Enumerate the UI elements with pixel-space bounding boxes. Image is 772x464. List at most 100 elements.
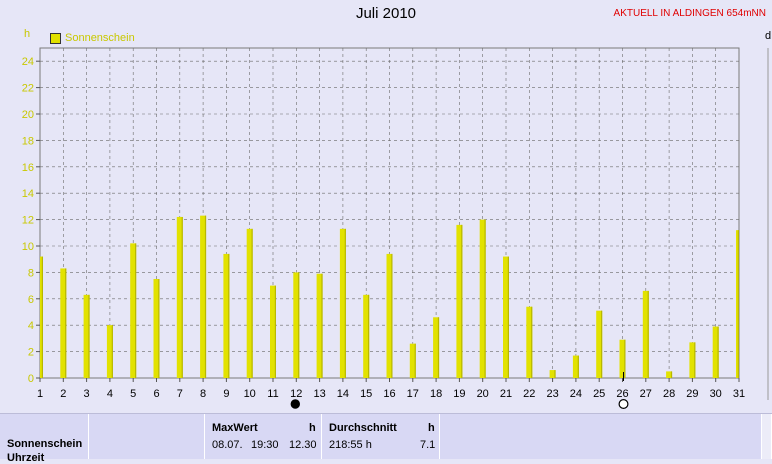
x-tick-label: 26 <box>616 388 628 400</box>
y-tick-label: 12 <box>22 215 34 227</box>
stats-average-cell: Durchschnitt h 218:55 h 7.1 <box>322 414 440 459</box>
x-tick-label: 12 <box>290 388 302 400</box>
stats-max-cell: MaxWert h 08.07. 19:30 12.30 <box>205 414 322 459</box>
x-axis: 1 2 3 4 5 6 7 8 9 10 11 12 13 14 15 16 17 18 19 20 21 22 23 24 2… <box>37 378 745 400</box>
bar <box>200 215 207 378</box>
x-tick-label: 7 <box>177 388 183 400</box>
bar <box>642 290 649 378</box>
x-tick-label: 31 <box>733 388 745 400</box>
station-label: AKTUELL IN ALDINGEN 654mNN <box>613 8 766 19</box>
bar-shade <box>111 325 113 378</box>
x-tick-label: 2 <box>60 388 66 400</box>
bar <box>712 326 719 378</box>
statistics-table: Sonnenschein Uhrzeit MaxWert h 08.07. 19… <box>0 413 772 464</box>
bar-series <box>40 215 739 378</box>
bar-shade <box>368 294 370 378</box>
y-tick-label: 4 <box>28 320 34 332</box>
x-tick-label: 15 <box>360 388 372 400</box>
bar-shade <box>507 256 509 378</box>
bar <box>689 342 696 378</box>
stats-empty-cell <box>440 414 762 459</box>
bar-shade <box>601 310 603 378</box>
average-header: Durchschnitt <box>329 422 397 434</box>
legend-swatch <box>50 32 61 44</box>
x-tick-label: 21 <box>500 388 512 400</box>
bar <box>479 219 486 378</box>
bar-shade <box>694 342 696 378</box>
bar-shade <box>484 219 486 378</box>
bar <box>736 230 739 378</box>
max-value: 12.30 <box>289 439 317 451</box>
bar <box>270 285 276 378</box>
full-moon-icon <box>290 399 300 409</box>
bar-shade <box>461 224 463 378</box>
x-tick-label: 17 <box>407 388 419 400</box>
bar <box>293 272 300 378</box>
x-tick-label: 19 <box>453 388 465 400</box>
bar <box>106 325 113 378</box>
stats-empty-cell <box>89 414 205 459</box>
x-tick-label: 23 <box>546 388 558 400</box>
x-tick-label: 5 <box>130 388 136 400</box>
y-tick-label: 24 <box>22 56 34 68</box>
bar-shade <box>228 253 230 378</box>
max-time: 19:30 <box>251 439 279 451</box>
bar-shade <box>298 272 300 378</box>
bar <box>339 228 346 378</box>
x-tick-label: 22 <box>523 388 535 400</box>
y-tick-label: 16 <box>22 162 34 174</box>
average-value: 7.1 <box>420 439 436 451</box>
x-tick-label: 20 <box>477 388 489 400</box>
stats-scroll-area <box>762 414 772 459</box>
bar-shade <box>344 228 346 378</box>
bar <box>246 228 253 378</box>
y-tick-label: 14 <box>22 188 34 200</box>
bar-shade <box>531 306 533 378</box>
bar <box>363 294 370 378</box>
bar <box>40 256 43 378</box>
legend-label: Sonnenschein <box>65 32 135 44</box>
bar <box>153 279 160 378</box>
bar-shade <box>204 215 207 378</box>
bar-shade <box>414 343 416 378</box>
bar-shade <box>554 370 556 378</box>
bar <box>572 355 579 378</box>
x-tick-label: 24 <box>570 388 582 400</box>
x-tick-label: 30 <box>710 388 722 400</box>
y-tick-label: 22 <box>22 83 34 95</box>
new-moon-icon <box>618 399 629 410</box>
y-tick-label: 6 <box>28 294 34 306</box>
average-unit: h <box>428 422 435 434</box>
x-tick-label: 11 <box>267 388 278 400</box>
bar <box>456 224 463 378</box>
bar-shade <box>251 228 253 378</box>
bar-shade <box>321 273 323 378</box>
moon-phase-markers <box>290 372 629 410</box>
stats-row-sublabel: Uhrzeit <box>7 452 45 464</box>
x-tick-label: 14 <box>337 388 349 400</box>
bar <box>316 273 323 378</box>
y-tick-label: 18 <box>22 135 34 147</box>
bar-shade <box>437 317 440 378</box>
bar-shade <box>181 216 183 378</box>
bar <box>619 339 626 378</box>
bar-shade <box>41 256 43 378</box>
bar <box>83 294 90 378</box>
bar <box>386 253 393 378</box>
bar <box>503 256 509 378</box>
x-tick-label: 16 <box>383 388 395 400</box>
bar <box>526 306 533 378</box>
bar-shade <box>624 339 626 378</box>
bar <box>176 216 183 378</box>
stats-row-label-cell: Sonnenschein Uhrzeit <box>0 414 89 464</box>
stats-row-label: Sonnenschein <box>7 438 83 450</box>
x-tick-label: 6 <box>153 388 159 400</box>
secondary-axis-unit: d <box>765 30 772 42</box>
bar <box>130 243 137 378</box>
bar-shade <box>158 279 160 378</box>
bar <box>549 370 556 378</box>
max-unit: h <box>309 422 316 434</box>
y-tick-label: 10 <box>22 241 34 253</box>
